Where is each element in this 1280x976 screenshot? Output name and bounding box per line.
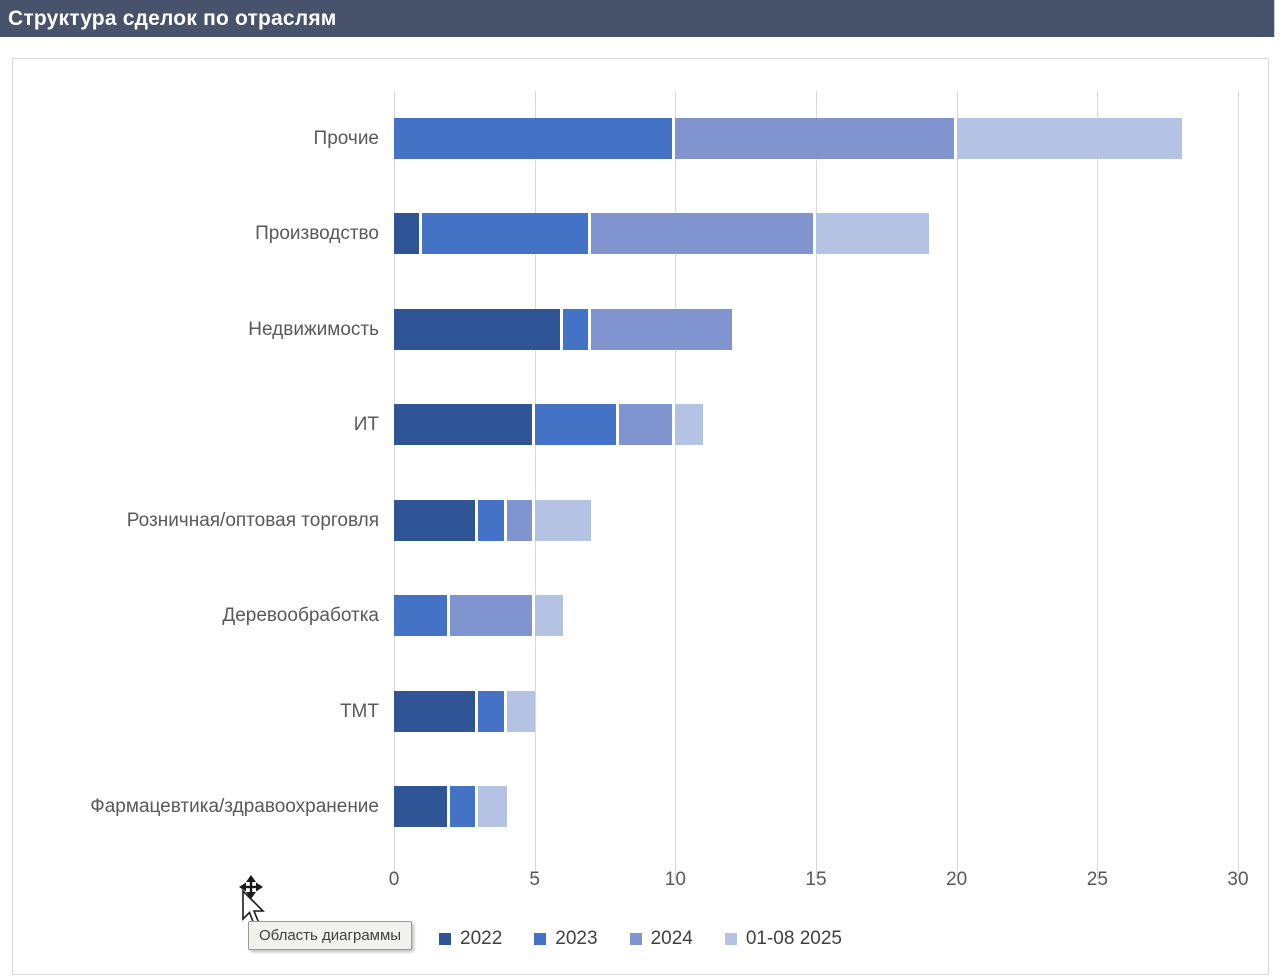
bar-segment-2024[interactable] bbox=[590, 213, 816, 254]
bar-row bbox=[394, 595, 1238, 636]
bar-segment-2024[interactable] bbox=[619, 404, 676, 445]
bar-segment-2022[interactable] bbox=[394, 691, 479, 732]
legend-label: 01-08 2025 bbox=[745, 928, 842, 949]
legend-label: 2023 bbox=[555, 928, 598, 949]
chart-area[interactable]: Прочие Производство Недвижимость ИТ Рознична… bbox=[12, 58, 1269, 975]
bar-segment-2023[interactable] bbox=[534, 404, 620, 445]
bar-segment-2023[interactable] bbox=[478, 500, 507, 541]
x-axis-tick-label[interactable]: 20 bbox=[946, 869, 968, 890]
category-label[interactable]: Недвижимость bbox=[248, 318, 379, 340]
bar-segment-2023[interactable] bbox=[394, 118, 676, 159]
bar-segment-2023[interactable] bbox=[394, 595, 451, 636]
bar-segment-2022[interactable] bbox=[394, 404, 535, 445]
legend-item-2024[interactable]: 2024 bbox=[629, 928, 693, 950]
chart-legend[interactable]: 2022 2023 2024 01-08 2025 bbox=[13, 928, 1268, 950]
bar-row bbox=[394, 404, 1238, 445]
category-label[interactable]: Фармацевтика/здравоохранение bbox=[90, 795, 379, 817]
bar-segment-01-08-2025[interactable] bbox=[506, 691, 535, 732]
bar-segment-2023[interactable] bbox=[450, 786, 479, 827]
x-axis-tick-label[interactable]: 25 bbox=[1086, 869, 1108, 890]
legend-swatch-icon bbox=[724, 933, 737, 945]
x-axis-tick-label[interactable]: 30 bbox=[1227, 869, 1249, 890]
x-axis-tick-label[interactable]: 10 bbox=[664, 869, 686, 890]
category-label[interactable]: ТМТ bbox=[339, 700, 379, 722]
gridline bbox=[956, 91, 958, 879]
gridline bbox=[816, 91, 817, 879]
category-label[interactable]: ИТ bbox=[353, 413, 379, 435]
bar-segment-01-08-2025[interactable] bbox=[478, 786, 507, 827]
bar-row bbox=[394, 213, 1238, 254]
gridline bbox=[675, 91, 677, 879]
bar-segment-01-08-2025[interactable] bbox=[675, 404, 704, 445]
category-label[interactable]: Прочие bbox=[313, 127, 379, 149]
bar-segment-2023[interactable] bbox=[562, 309, 591, 350]
category-label[interactable]: Производство bbox=[255, 222, 379, 244]
bar-segment-2022[interactable] bbox=[394, 500, 479, 541]
bar-segment-2023[interactable] bbox=[478, 691, 507, 732]
bar-segment-2024[interactable] bbox=[675, 118, 957, 159]
legend-label: 2022 bbox=[460, 928, 503, 949]
chart-title-bar: Структура сделок по отраслям bbox=[0, 0, 1275, 37]
legend-item-2022[interactable]: 2022 bbox=[439, 928, 502, 950]
bar-segment-2024[interactable] bbox=[506, 500, 535, 541]
chart-area-tooltip: Область диаграммы bbox=[248, 921, 413, 950]
bar-segment-01-08-2025[interactable] bbox=[534, 595, 563, 636]
gridline bbox=[1238, 91, 1239, 879]
x-axis-tick-label[interactable]: 15 bbox=[805, 869, 827, 890]
category-label[interactable]: Розничная/оптовая торговля bbox=[126, 509, 379, 531]
bar-row bbox=[394, 786, 1238, 827]
bar-segment-2022[interactable] bbox=[394, 309, 563, 350]
page-title: Структура сделок по отраслям bbox=[8, 6, 337, 30]
gridline bbox=[394, 91, 395, 879]
bar-segment-2022[interactable] bbox=[394, 213, 423, 254]
gridline bbox=[534, 91, 536, 879]
legend-item-2023[interactable]: 2023 bbox=[534, 928, 598, 950]
legend-item-01-08-2025[interactable]: 01-08 2025 bbox=[724, 928, 842, 950]
bar-row bbox=[394, 118, 1238, 159]
legend-swatch-icon bbox=[629, 933, 642, 945]
x-axis-tick-label[interactable]: 0 bbox=[388, 869, 400, 890]
bar-segment-2024[interactable] bbox=[450, 595, 535, 636]
bar-segment-2023[interactable] bbox=[422, 213, 591, 254]
move-cursor-icon bbox=[239, 875, 265, 926]
legend-swatch-icon bbox=[439, 933, 451, 945]
bar-segment-01-08-2025[interactable] bbox=[956, 118, 1182, 159]
category-label[interactable]: Деревообработка bbox=[222, 604, 379, 626]
gridline bbox=[1097, 91, 1099, 879]
legend-swatch-icon bbox=[534, 933, 547, 945]
legend-label: 2024 bbox=[650, 928, 693, 949]
bar-row bbox=[394, 500, 1238, 541]
bar-segment-01-08-2025[interactable] bbox=[534, 500, 591, 541]
tooltip-text: Область диаграммы bbox=[259, 927, 402, 944]
x-axis-tick-label[interactable]: 5 bbox=[529, 869, 540, 890]
bar-segment-2024[interactable] bbox=[590, 309, 732, 350]
bar-row bbox=[394, 691, 1238, 732]
bar-segment-2022[interactable] bbox=[394, 786, 451, 827]
bar-segment-01-08-2025[interactable] bbox=[815, 213, 929, 254]
bar-row bbox=[394, 309, 1238, 350]
